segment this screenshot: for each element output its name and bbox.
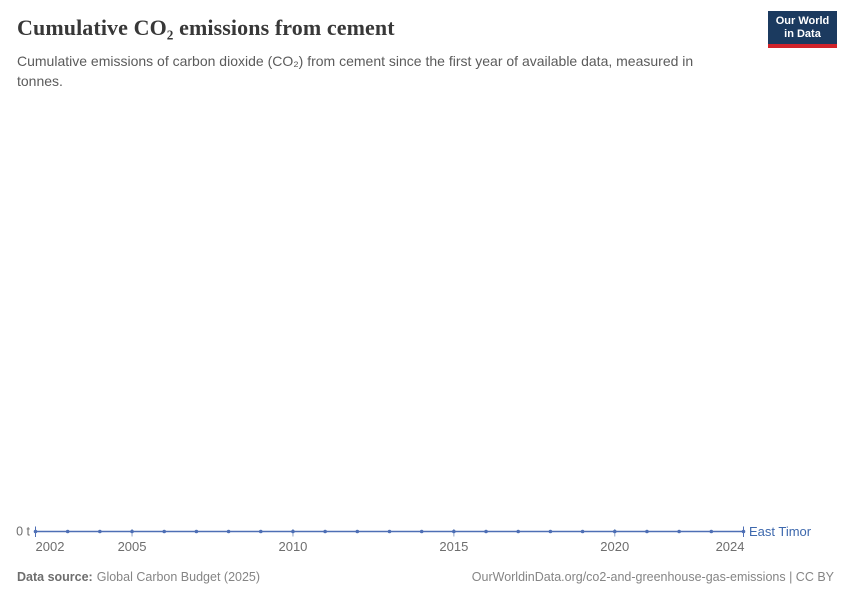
data-point[interactable] — [612, 529, 617, 534]
data-point[interactable] — [98, 529, 102, 534]
data-point[interactable] — [580, 529, 585, 534]
x-tick-label: 2024 — [716, 539, 745, 554]
owid-logo-line2: in Data — [784, 27, 821, 40]
line-chart[interactable]: 2002 2005 2010 2015 2020 2024 0 t East Timor — [0, 497, 850, 569]
data-source-label: Data source: — [17, 570, 93, 584]
entity-label[interactable]: East Timor — [749, 524, 812, 539]
x-tick-label: 2020 — [600, 539, 629, 554]
data-point[interactable] — [33, 529, 38, 534]
data-point[interactable] — [484, 529, 488, 534]
x-tick-label: 2010 — [278, 539, 307, 554]
owid-logo[interactable]: Our World in Data — [768, 11, 837, 48]
data-point[interactable] — [452, 529, 456, 534]
data-point[interactable] — [516, 529, 521, 534]
data-point[interactable] — [65, 529, 70, 534]
data-point[interactable] — [709, 529, 714, 534]
data-point[interactable] — [355, 529, 360, 534]
data-point[interactable] — [387, 529, 392, 534]
chart-title: Cumulative CO₂ emissions from cement — [17, 15, 395, 40]
data-source-value: Global Carbon Budget (2025) — [96, 570, 261, 584]
data-point[interactable] — [645, 529, 649, 534]
y-tick-label: 0 t — [16, 525, 30, 539]
x-tick-label: 2005 — [118, 539, 147, 554]
data-point[interactable] — [323, 529, 327, 534]
data-point[interactable] — [548, 529, 553, 534]
data-point[interactable] — [162, 529, 167, 534]
chart-subtitle: Cumulative emissions of carbon dioxide (… — [17, 53, 694, 89]
data-point[interactable] — [741, 529, 746, 534]
data-point[interactable] — [258, 529, 263, 534]
data-point[interactable] — [419, 529, 424, 534]
data-source: Data source: Global Carbon Budget (2025) — [17, 569, 260, 585]
data-point[interactable] — [130, 529, 134, 534]
data-point[interactable] — [226, 529, 231, 534]
data-point[interactable] — [291, 529, 295, 534]
x-tick-label: 2002 — [36, 539, 65, 554]
owid-logo-line1: Our World — [775, 14, 830, 27]
data-point[interactable] — [194, 529, 199, 534]
owid-url-license-link[interactable]: OurWorldinData.org/co2-and-greenhouse-ga… — [471, 570, 834, 584]
x-tick-label: 2015 — [439, 539, 468, 554]
chart-footer: Data source: Global Carbon Budget (2025) … — [17, 569, 834, 585]
data-point[interactable] — [677, 529, 681, 534]
